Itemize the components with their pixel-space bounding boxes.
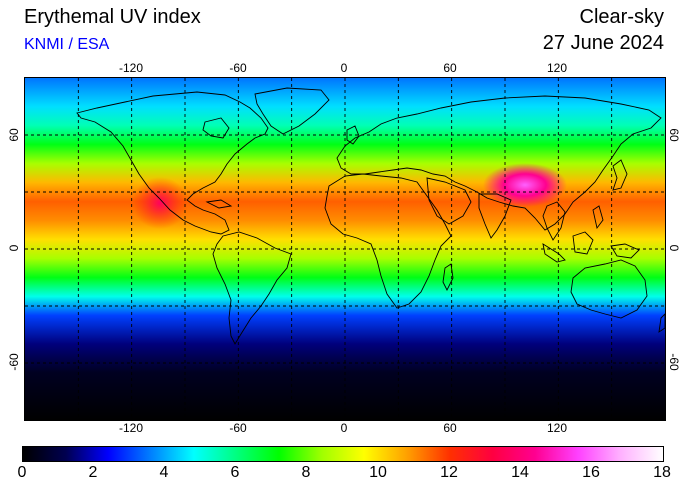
coast-arabia bbox=[426, 177, 472, 225]
lon-tick-top-2: -60 bbox=[229, 61, 247, 75]
colorbar-label-2: 2 bbox=[88, 464, 98, 481]
lon-tick-bottom-3: 0 bbox=[340, 421, 348, 435]
colorbar-label-16: 16 bbox=[582, 464, 600, 481]
lon-tick-top-5: 120 bbox=[546, 61, 568, 75]
map-title: Erythemal UV index bbox=[24, 6, 201, 28]
colorbar-label-8: 8 bbox=[301, 464, 311, 481]
lon-tick-bottom-1: -120 bbox=[118, 421, 144, 435]
colorbar-label-6: 6 bbox=[230, 464, 240, 481]
lat-tick-right-1: 60 bbox=[667, 128, 681, 142]
coast-cuba bbox=[205, 199, 233, 209]
lat-tick-left-3: -60 bbox=[7, 353, 21, 371]
colorbar-label-10: 10 bbox=[369, 464, 387, 481]
coast-eurasia bbox=[336, 95, 662, 231]
lon-tick-bottom-4: 60 bbox=[443, 421, 457, 435]
colorbar-label-12: 12 bbox=[440, 464, 458, 481]
coast-new-zealand bbox=[658, 313, 665, 333]
coast-indochina bbox=[542, 201, 566, 241]
coast-greenland bbox=[254, 87, 330, 135]
coast-madagascar bbox=[442, 263, 454, 292]
coast-hudson-bay bbox=[202, 117, 230, 139]
uv-map bbox=[24, 77, 666, 421]
hotspot-tibet bbox=[483, 163, 567, 207]
coast-sumatra bbox=[542, 243, 566, 263]
colorbar bbox=[22, 446, 664, 462]
coast-north-america bbox=[76, 91, 269, 235]
hotspot-mexico bbox=[132, 177, 188, 229]
lon-tick-bottom-2: -60 bbox=[229, 421, 247, 435]
coast-british-isles bbox=[346, 125, 360, 145]
graticule bbox=[25, 78, 665, 420]
sky-mode-label: Clear-sky bbox=[579, 6, 664, 28]
coast-new-guinea bbox=[610, 243, 640, 259]
lat-tick-right-2: 0 bbox=[667, 244, 681, 252]
coast-philippines bbox=[592, 205, 604, 230]
colorbar-label-0: 0 bbox=[17, 464, 27, 481]
lon-tick-top-4: 60 bbox=[443, 61, 457, 75]
lat-tick-right-3: -60 bbox=[667, 353, 681, 371]
coast-japan bbox=[612, 159, 628, 191]
colorbar-label-18: 18 bbox=[653, 464, 671, 481]
colorbar-label-4: 4 bbox=[159, 464, 169, 481]
coast-australia bbox=[570, 259, 648, 319]
lon-tick-top-1: -120 bbox=[118, 61, 144, 75]
credit-label: KNMI / ESA bbox=[24, 36, 110, 53]
lon-tick-bottom-5: 120 bbox=[546, 421, 568, 435]
lat-tick-left-1: 60 bbox=[7, 128, 21, 142]
uv-map-canvas bbox=[25, 78, 665, 420]
date-label: 27 June 2024 bbox=[542, 32, 664, 54]
coast-india bbox=[478, 193, 512, 239]
colorbar-label-14: 14 bbox=[511, 464, 529, 481]
lon-tick-top-3: 0 bbox=[340, 61, 348, 75]
lat-tick-left-2: 0 bbox=[7, 244, 21, 252]
coast-borneo bbox=[572, 231, 594, 255]
